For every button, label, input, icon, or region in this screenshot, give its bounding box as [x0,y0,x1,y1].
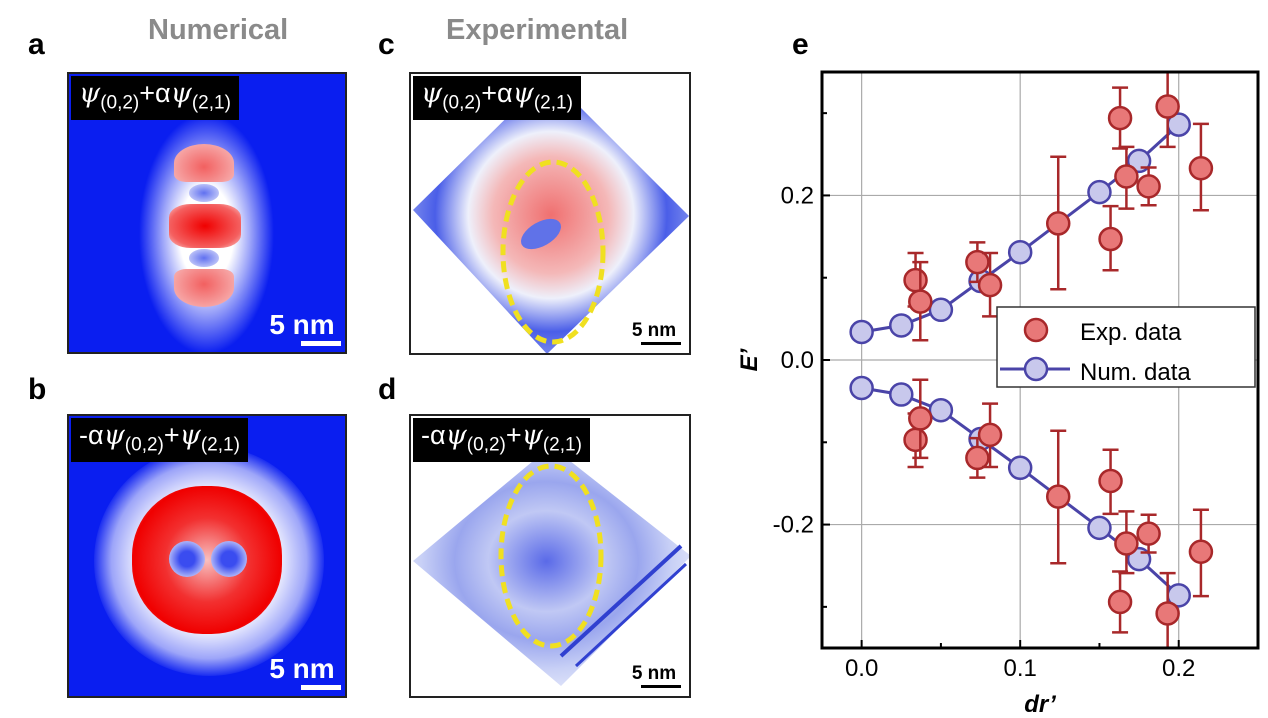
exp-data-point [1107,105,1133,131]
panel-d-formula: -αψ(0,2)+ψ(2,1) [413,418,590,463]
exp-data-point [1045,211,1071,236]
num-data-point [928,297,954,323]
y-tick-label: 0.0 [781,347,814,374]
x-tick-label: 0.2 [1162,655,1195,682]
legend: Exp. data Num. data [996,306,1256,388]
panel-a-letter: a [28,28,45,61]
panel-a-map: ψ(0,2)+αψ(2,1) 5 nm [67,72,347,354]
highlight-ellipse [500,159,606,345]
num-data-point [1007,239,1033,265]
exp-data-point [977,422,1003,448]
num-data-point [849,375,874,401]
legend-num-marker [1023,356,1049,382]
exp-data-point [903,427,928,453]
exp-data-point [1045,484,1071,509]
panel-a-scale-bar: 5 nm [263,309,341,346]
num-data-point [1087,179,1112,205]
panel-a-formula: ψ(0,2)+αψ(2,1) [71,76,239,121]
num-data-point [849,319,874,345]
numerical-title: Numerical [148,14,289,46]
legend-exp-label: Exp. data [1080,319,1182,346]
exp-data-point [1188,156,1214,181]
panel-c-scale-bar: 5 nm [627,320,681,345]
panel-b-letter: b [28,373,47,406]
x-axis-label: dr’ [1024,691,1056,718]
num-data-point [928,397,954,423]
panel-c-map: ψ(0,2)+αψ(2,1) 5 nm [409,72,691,355]
num-data-point [1087,515,1112,541]
exp-data-point [908,406,933,431]
exp-data-point [1098,468,1123,494]
panel-d-map: -αψ(0,2)+ψ(2,1) 5 nm [409,414,691,698]
num-data-point [889,382,914,407]
y-tick-label: -0.2 [773,512,814,539]
x-tick-label: 0.0 [845,655,878,682]
exp-data-point [1098,226,1123,252]
panel-e-letter: e [792,28,809,61]
num-data-point [1007,455,1033,481]
y-tick-label: 0.2 [781,182,814,209]
y-axis-label: E’ [736,348,763,371]
legend-exp-marker [1023,317,1049,343]
panel-b-scale-bar: 5 nm [263,653,341,690]
panel-c-formula: ψ(0,2)+αψ(2,1) [413,76,581,121]
legend-num-label: Num. data [1080,359,1191,386]
highlight-ellipse [498,463,604,649]
exp-data-point [965,249,990,275]
panel-d-scale-bar: 5 nm [627,663,681,688]
exp-data-point [1136,174,1161,199]
exp-data-point [1155,601,1180,626]
num-data-point [889,313,914,338]
exp-data-point [977,272,1003,298]
panel-b-formula: -αψ(0,2)+ψ(2,1) [71,418,248,463]
exp-data-point [1107,589,1133,615]
experimental-title: Experimental [446,14,629,46]
exp-data-point [1155,94,1180,119]
panel-b-map: -αψ(0,2)+ψ(2,1) 5 nm [67,414,347,698]
exp-data-point [1114,531,1139,556]
x-tick-label: 0.1 [1003,655,1036,682]
exp-data-point [903,267,928,293]
scan-region [413,76,689,353]
exp-data-point [965,445,990,471]
panel-d-letter: d [378,373,397,406]
exp-data-point [908,289,933,314]
exp-data-point [1114,164,1139,189]
exp-data-point [1188,539,1214,564]
exp-data-point [1136,521,1161,546]
panel-c-letter: c [378,28,395,61]
